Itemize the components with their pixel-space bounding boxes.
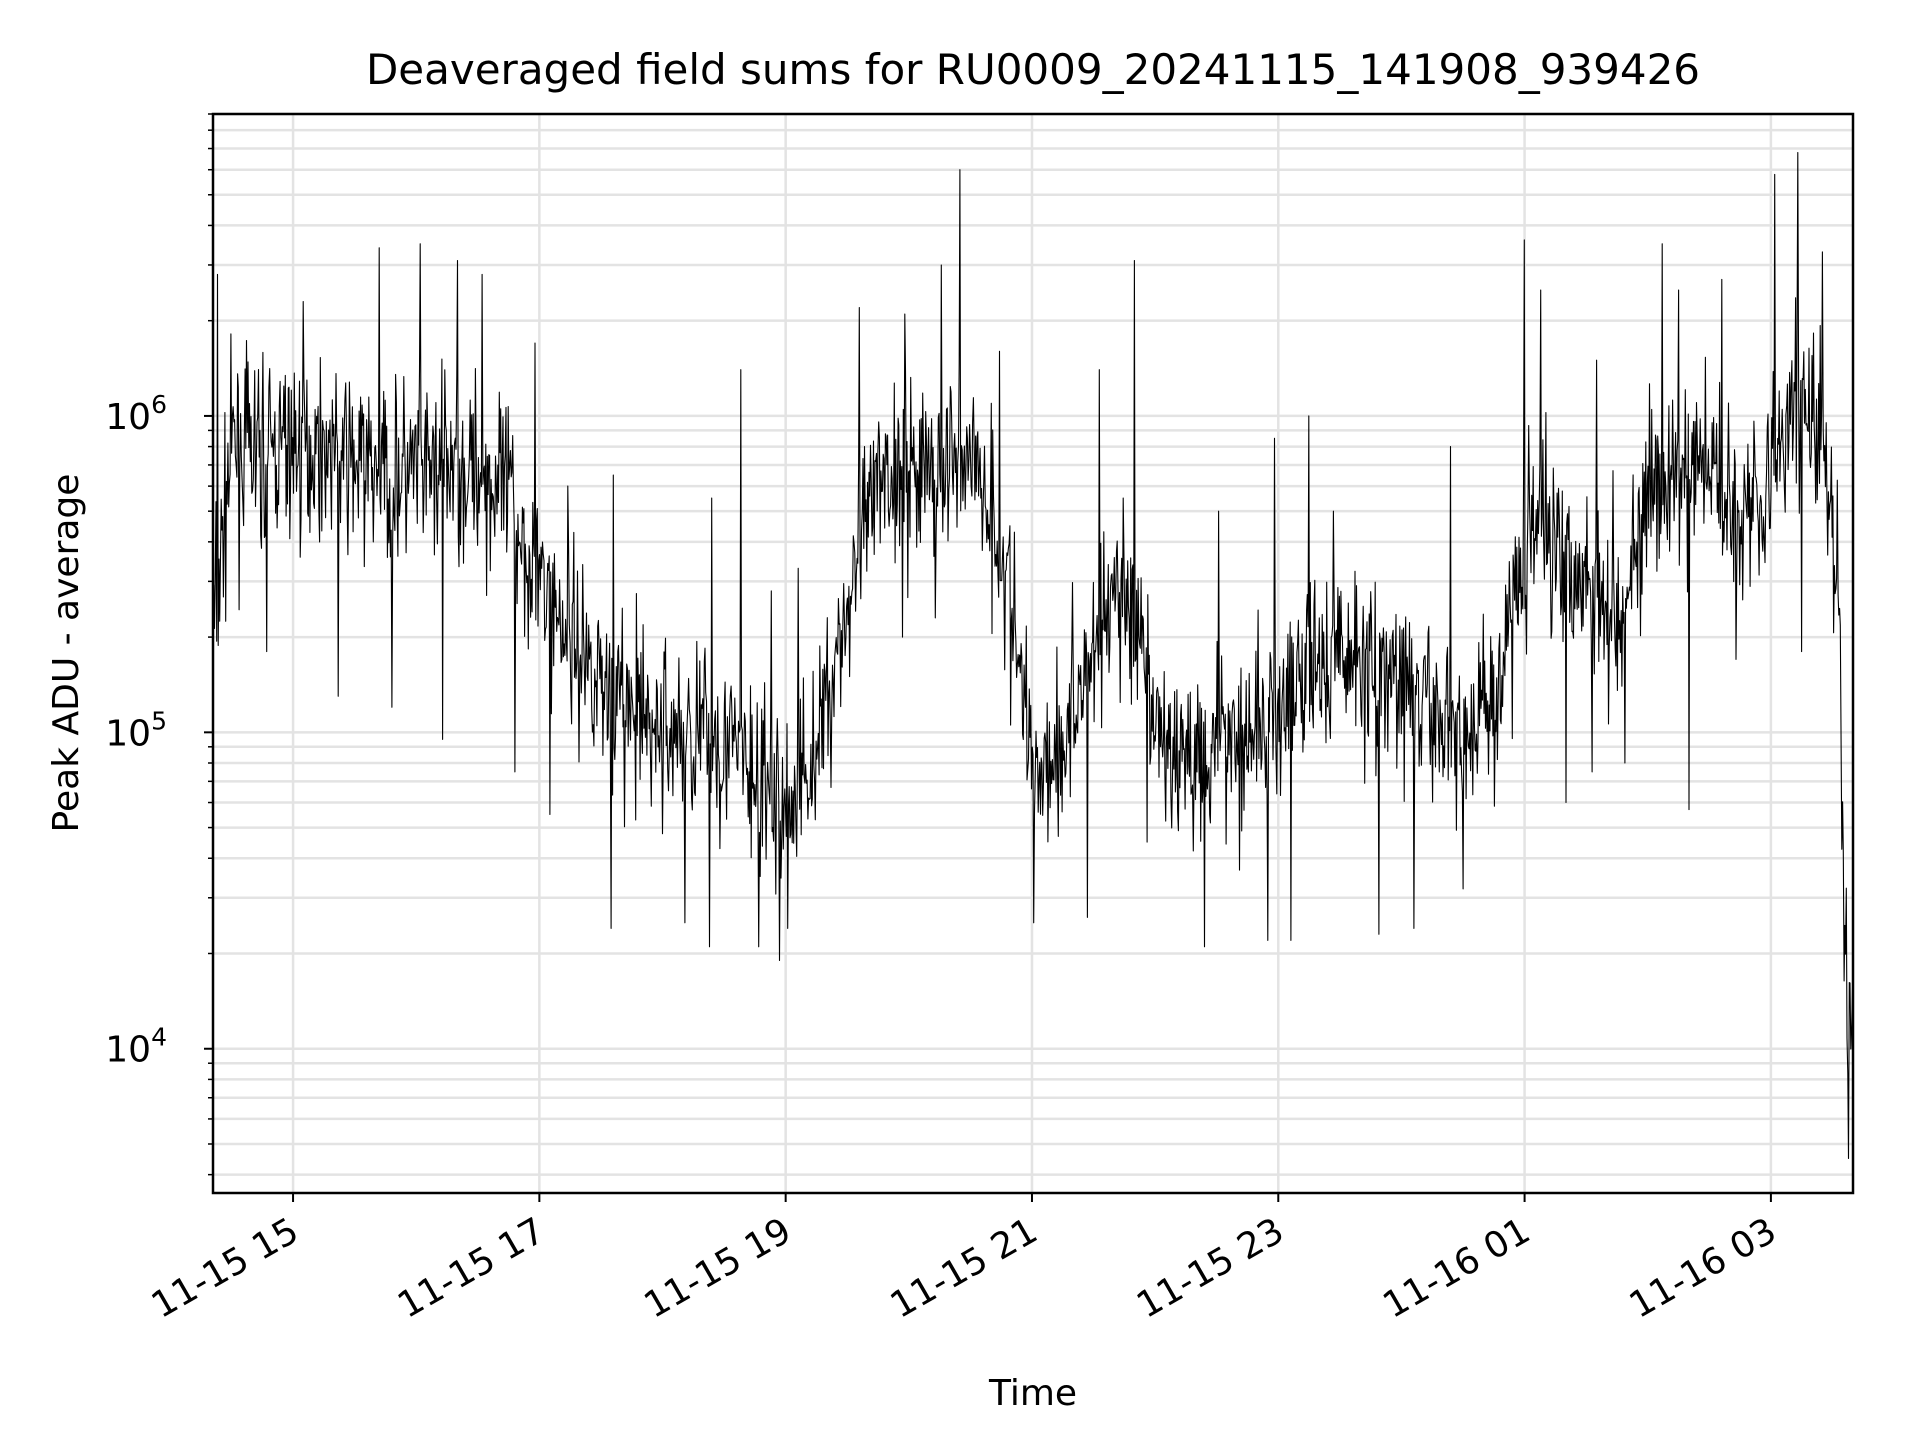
y-tick-exponent: 4	[151, 1023, 167, 1052]
y-tick-label: 104	[105, 1023, 167, 1071]
y-tick-exponent: 6	[151, 390, 167, 419]
chart-title: Deaveraged field sums for RU0009_2024111…	[366, 45, 1700, 94]
x-tick-label: 11-16 01	[1376, 1210, 1537, 1326]
x-tick-label: 11-15 17	[391, 1210, 552, 1326]
y-axis-label: Peak ADU - average	[46, 474, 87, 833]
y-tick-exponent: 5	[151, 706, 167, 735]
y-tick-label: 106	[105, 390, 167, 438]
y-tick-base: 10	[105, 1030, 151, 1071]
x-tick-label: 11-15 21	[884, 1210, 1045, 1326]
x-axis-label: Time	[988, 1373, 1077, 1414]
x-tick-label: 11-15 15	[145, 1210, 306, 1326]
grid	[213, 112, 1853, 1193]
plot-area	[212, 151, 1854, 1160]
x-tick-label: 11-16 03	[1623, 1210, 1784, 1326]
y-tick-base: 10	[105, 397, 151, 438]
x-tick-label: 11-15 23	[1130, 1210, 1291, 1326]
plot-frame	[211, 112, 1855, 1195]
series-line	[212, 151, 1854, 1160]
y-tick-label: 105	[105, 706, 167, 754]
x-tick-label: 11-15 19	[637, 1210, 798, 1326]
x-axis: 11-15 15 11-15 17 11-15 19 11-15 21 11-15 23…	[145, 1193, 1784, 1327]
y-tick-base: 10	[105, 713, 151, 754]
